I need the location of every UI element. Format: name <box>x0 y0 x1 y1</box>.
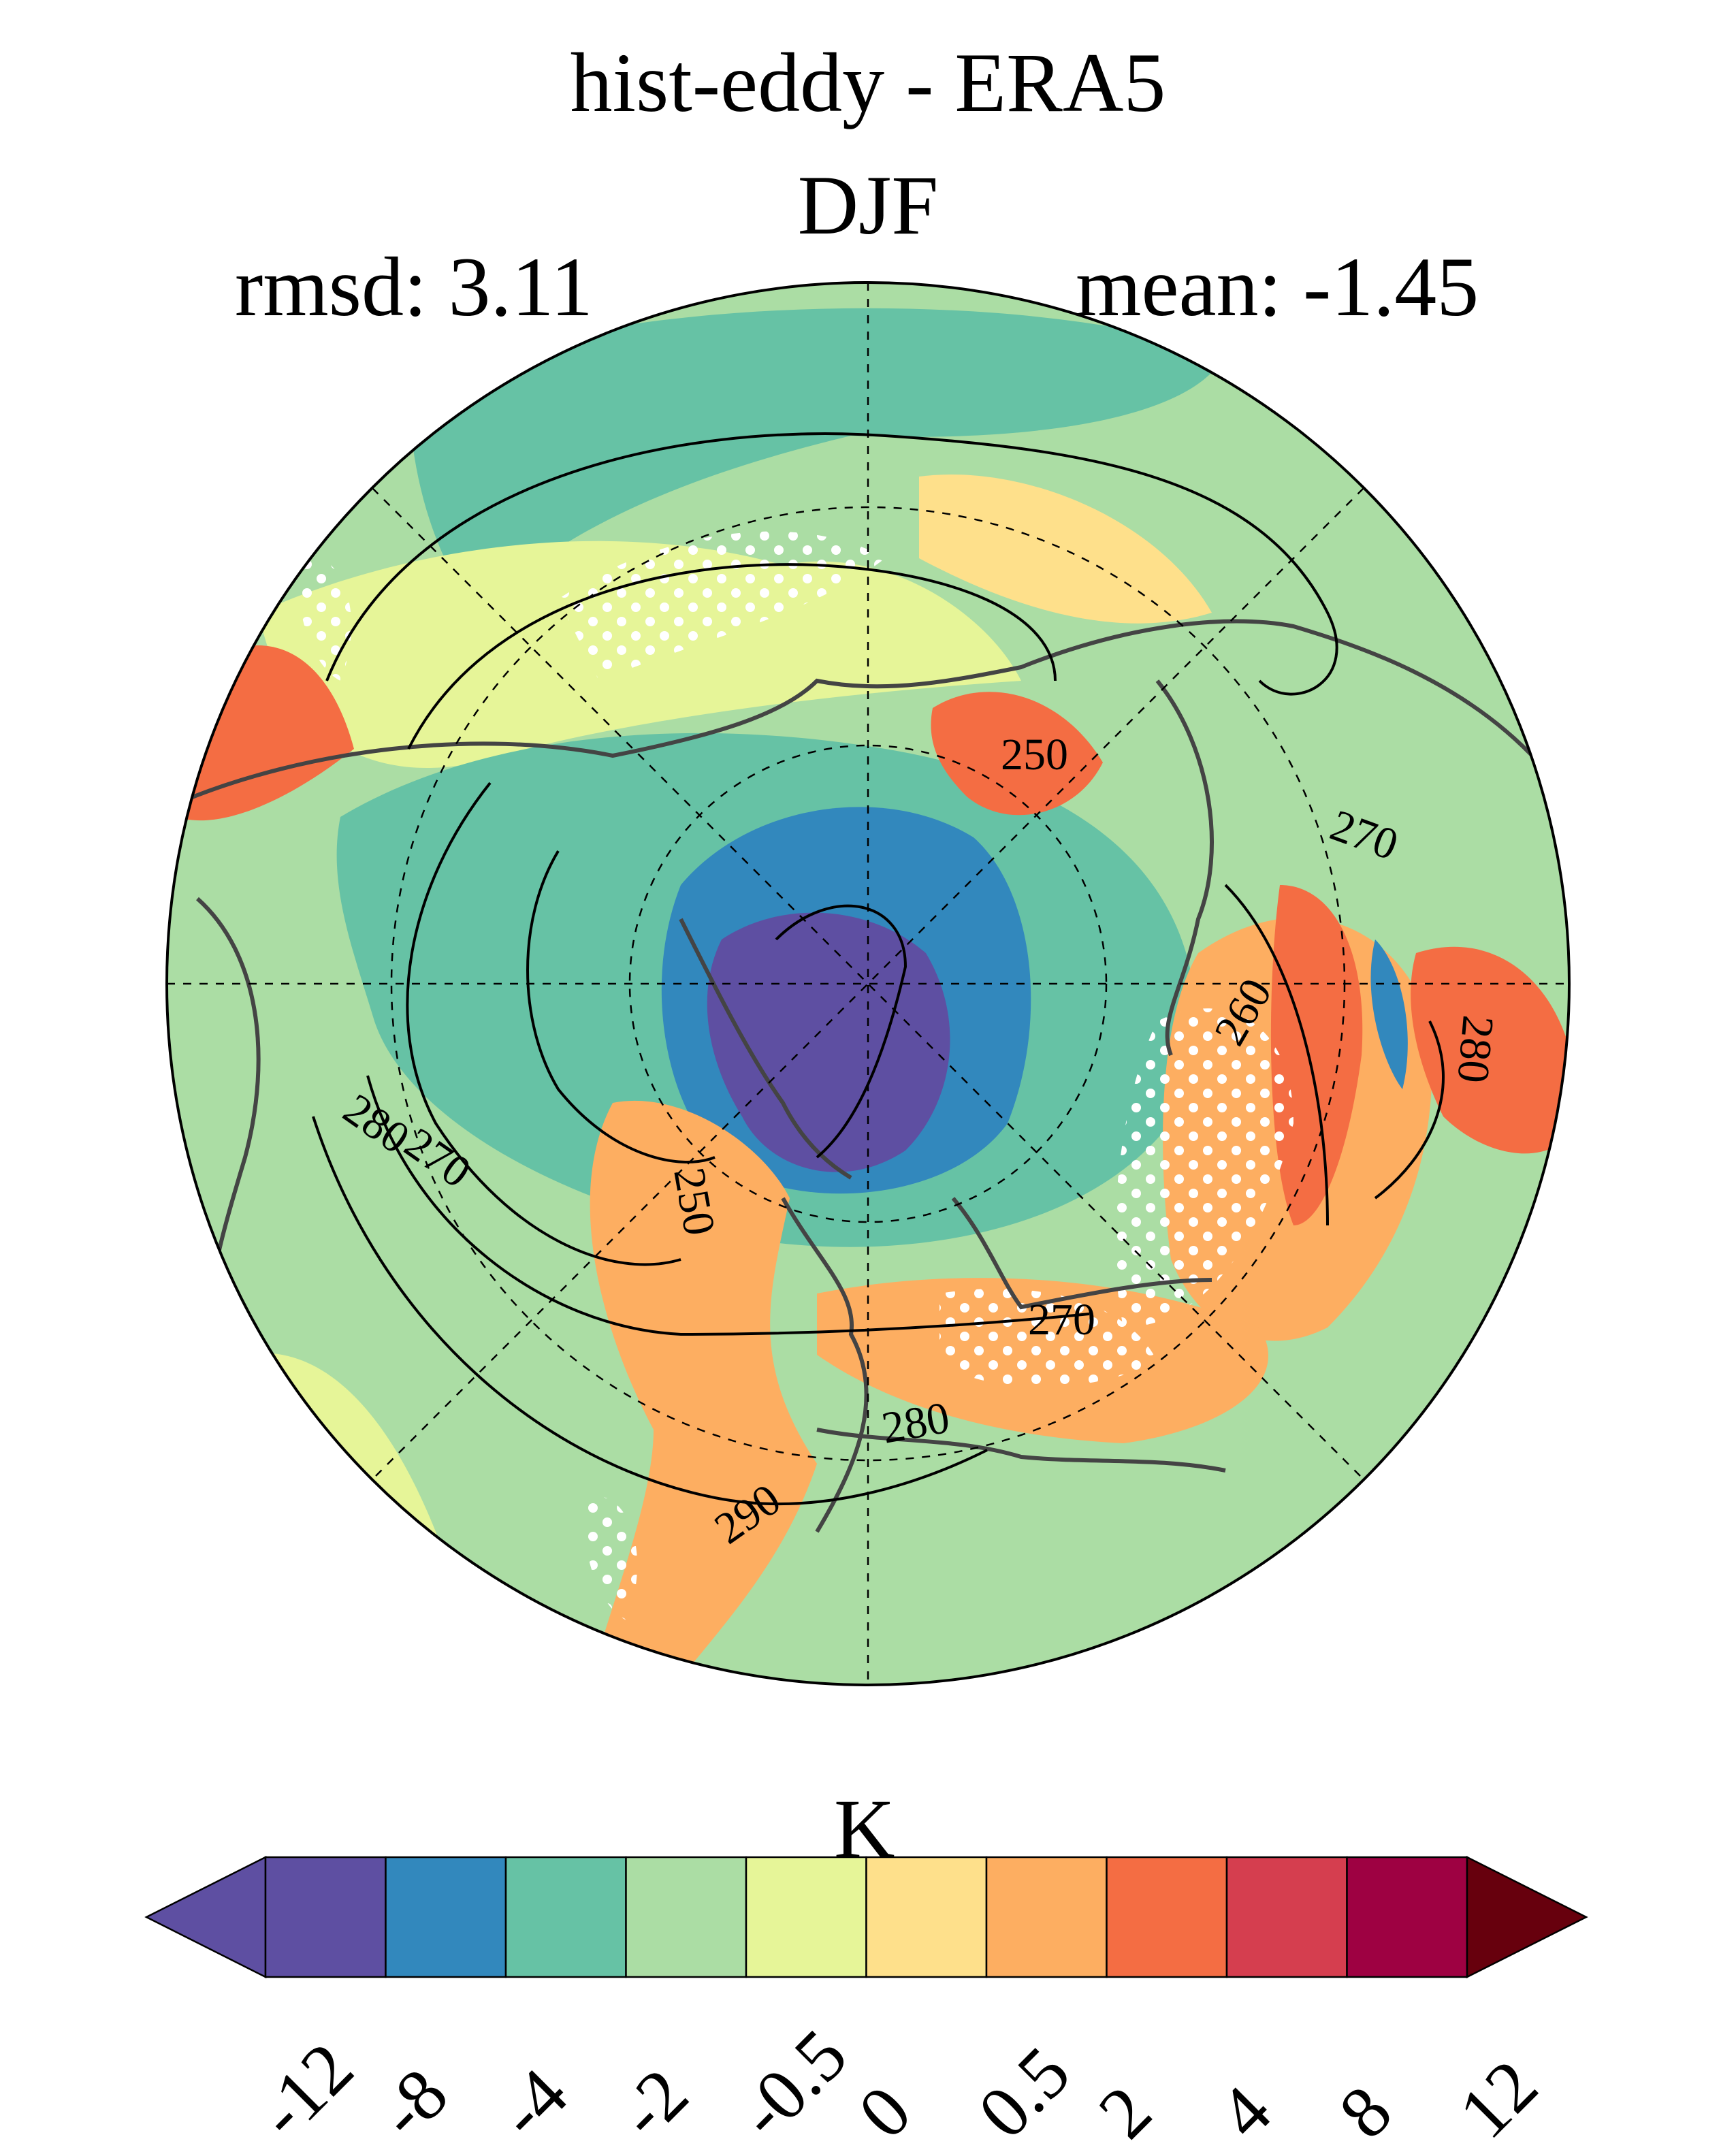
colorbar-segment <box>504 1856 627 1978</box>
colorbar-segment <box>985 1856 1108 1978</box>
graticule <box>167 283 1569 1685</box>
map-boundary <box>165 281 1571 1686</box>
colorbar-segment <box>385 1856 507 1978</box>
colorbar-segment <box>625 1856 748 1978</box>
contour-label: 270 <box>1028 1295 1095 1345</box>
colorbar-segment <box>1346 1856 1468 1978</box>
colorbar-segment <box>745 1856 867 1978</box>
temperature-contours <box>312 432 1445 1505</box>
colorbar-segment <box>264 1856 387 1978</box>
contour-label: 280 <box>878 1393 953 1453</box>
colorbar-segment <box>865 1856 988 1978</box>
season-label: DJF <box>797 159 939 252</box>
contour-label: 250 <box>664 1164 724 1239</box>
contour-label: 280 <box>1447 1014 1502 1085</box>
contour-label: 250 <box>1001 730 1068 779</box>
colorbar-extend-high <box>1466 1855 1588 1979</box>
map-field: 250 270 260 280 270 250 280 270 280 290 <box>167 283 1569 1685</box>
colorbar-segment <box>1106 1856 1228 1978</box>
colorbar-extend-low <box>144 1855 267 1979</box>
map-title: hist-eddy - ERA5 <box>570 36 1166 129</box>
rmsd-stat: rmsd: 3.11 <box>235 240 593 334</box>
colorbar-segment <box>1225 1856 1348 1978</box>
mean-stat: mean: -1.45 <box>1076 240 1479 334</box>
